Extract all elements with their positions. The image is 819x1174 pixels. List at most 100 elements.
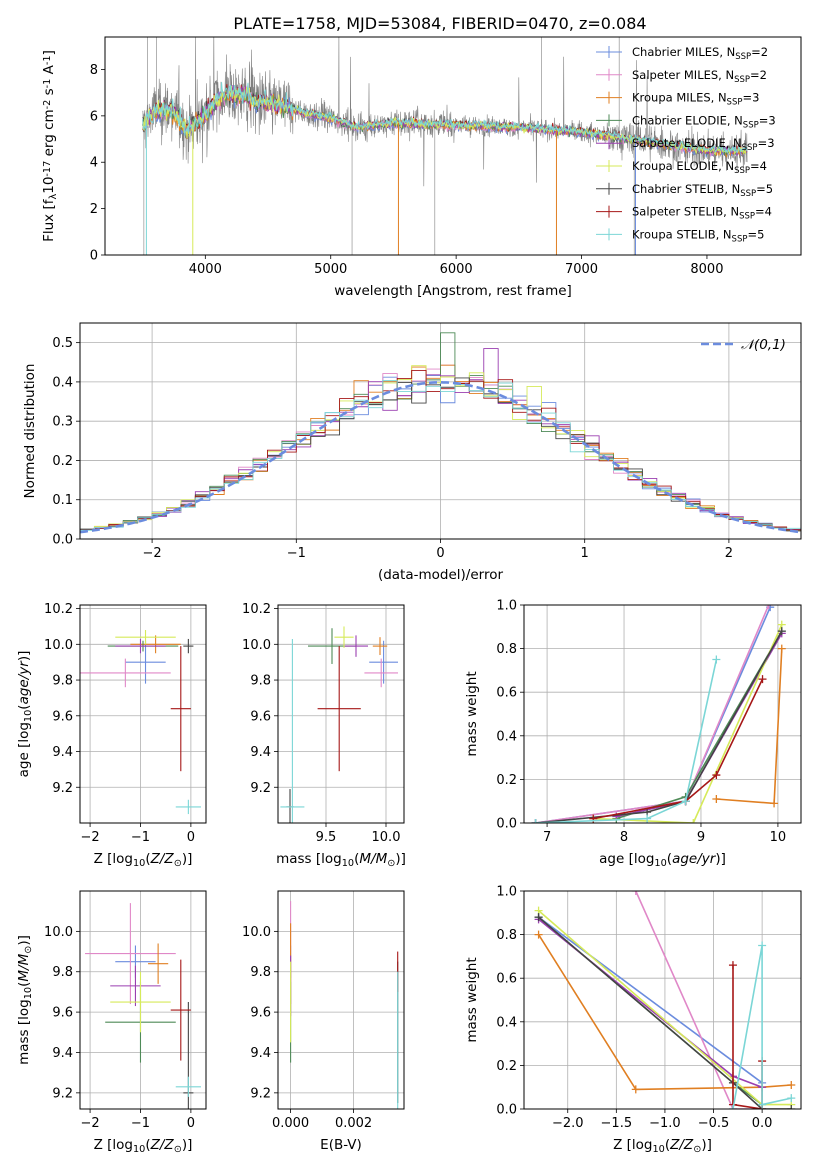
y-tick-label: 9.6 (250, 1006, 271, 1021)
y-tick-label: 9.4 (250, 1046, 271, 1061)
y-tick-label: 1.0 (496, 599, 517, 614)
plot-area (80, 630, 201, 815)
x-tick-label: 5000 (314, 262, 347, 277)
legend-entry: Salpeter ELODIE, NSSP=3 (632, 136, 775, 153)
x-tick-label: 1 (581, 546, 589, 561)
y-tick-label: 0.0 (496, 817, 517, 832)
plus-marker (531, 819, 540, 823)
y-tick-label: 9.2 (250, 1086, 271, 1101)
residual-histogram-panel: −2 −1 0 1 2 0.0 0.1 0.2 0.3 0.4 0.5 (data-model)/er… (22, 322, 802, 583)
axes-frame (104, 36, 802, 256)
plus-marker (681, 797, 690, 806)
y-axis-label: age [log10(age/yr)] (16, 651, 34, 778)
axes-frame (277, 890, 405, 1110)
x-tick-label: 8000 (690, 262, 723, 277)
grid (524, 604, 801, 824)
x-tick-label: 7000 (565, 262, 598, 277)
y-tick-label: 0.1 (52, 493, 73, 508)
x-tick-label: −2 (143, 546, 162, 561)
x-axis-label: Z [log10(Z/Z⊙)] (613, 1137, 712, 1155)
histogram-series (80, 380, 801, 539)
legend-entry: Kroupa ELODIE, NSSP=4 (632, 159, 767, 176)
y-axis-label: mass weight (464, 957, 480, 1042)
x-tick-label: −1 (287, 546, 306, 561)
x-tick-label: 0.002 (335, 1116, 372, 1131)
y-tick-label: 9.8 (52, 965, 73, 980)
x-tick-label: 7 (543, 830, 551, 845)
grid (80, 891, 206, 1109)
chart-title: PLATE=1758, MJD=53084, FIBERID=0470, z=0… (233, 14, 646, 33)
x-tick-label: −2 (80, 1116, 99, 1131)
mass-vs-ebv-panel: 0.000 0.002 9.2 9.4 9.6 9.8 10.0 E(B-V) (242, 890, 405, 1153)
plus-marker (712, 655, 721, 664)
axes-frame (523, 604, 802, 824)
y-tick-label: 9.6 (52, 709, 73, 724)
plot-area (85, 903, 201, 1109)
y-tick-label: 0.6 (496, 686, 517, 701)
x-tick-label: 4000 (189, 262, 222, 277)
mass-weight-series (593, 678, 764, 820)
x-tick-label: 2 (725, 546, 733, 561)
y-tick-label: 0.3 (52, 415, 73, 430)
x-tick-label: −0.5 (698, 1116, 730, 1131)
plus-marker (643, 814, 652, 823)
y-tick-label: 10.0 (242, 925, 271, 940)
plus-marker (712, 795, 721, 804)
plus-marker (787, 1081, 796, 1090)
x-tick-label: −1.5 (601, 1116, 633, 1131)
y-tick-label: 0.2 (52, 454, 73, 469)
legend-entry: Kroupa STELIB, NSSP=5 (632, 227, 764, 244)
y-tick-label: 9.4 (52, 745, 73, 760)
x-axis-label: age [log10(age/yr)] (599, 851, 726, 869)
y-tick-label: 9.2 (250, 781, 271, 796)
plus-marker (787, 1105, 796, 1109)
x-tick-label: −2.0 (552, 1116, 584, 1131)
x-tick-label: 9 (697, 830, 705, 845)
mass-weight-series (732, 945, 792, 1109)
y-tick-label: 0.2 (496, 773, 517, 788)
y-tick-label: 9.8 (250, 674, 271, 689)
y-tick-label: 9.2 (52, 1086, 73, 1101)
plot-area (531, 605, 786, 823)
plus-marker (534, 913, 543, 922)
plot-area (534, 891, 796, 1109)
mass-weight-series (538, 916, 763, 1084)
x-tick-label: 10.0 (372, 830, 401, 845)
y-tick-label: 0.0 (496, 1103, 517, 1118)
y-tick-label: 4 (90, 156, 98, 171)
plus-marker (712, 771, 721, 780)
y-tick-label: 9.4 (52, 1046, 73, 1061)
legend-entry: Salpeter MILES, NSSP=2 (632, 68, 767, 85)
x-axis-label: (data-model)/error (378, 567, 504, 583)
grid (278, 605, 404, 823)
legend-entry: Chabrier STELIB, NSSP=5 (632, 182, 773, 199)
grid (278, 891, 404, 1109)
plus-marker (728, 961, 737, 970)
normal-curve (80, 380, 799, 534)
x-axis-label: mass [log10(M/M⊙)] (276, 851, 406, 869)
y-axis-label: Normed distribution (22, 364, 38, 499)
spectrum-panel: 4000 5000 6000 7000 8000 0 2 4 6 8 wavelength [Ang… (41, 36, 802, 299)
x-tick-label: 0 (436, 546, 444, 561)
legend-entry: Chabrier MILES, NSSP=2 (632, 45, 768, 62)
y-tick-label: 0.5 (52, 336, 73, 351)
y-tick-label: 9.6 (52, 1006, 73, 1021)
x-tick-label: −1 (131, 830, 150, 845)
y-tick-label: 0.8 (496, 928, 517, 943)
grid (524, 890, 801, 1110)
plot-area (290, 901, 399, 1109)
grid (80, 605, 206, 823)
y-tick-label: 8 (90, 63, 98, 78)
y-tick-label: 0.6 (496, 972, 517, 987)
y-tick-label: 0.2 (496, 1059, 517, 1074)
y-tick-label: 1.0 (496, 885, 517, 900)
mass-weight-vs-metallicity-panel: −2.0 −1.5 −1.0 −0.5 0.0 0.0 0.2 0.4 0.6 0.8 1.0 Z [… (464, 885, 802, 1155)
mass-weight-series (538, 918, 763, 1088)
legend: Chabrier MILES, NSSP=2 Salpeter MILES, NS… (596, 45, 776, 244)
x-axis-label: Z [log10(Z/Z⊙)] (94, 851, 193, 869)
y-tick-label: 10.0 (242, 638, 271, 653)
axes-frame (277, 604, 405, 824)
plus-marker (758, 941, 767, 950)
plus-marker (631, 1085, 640, 1094)
histogram-series (80, 348, 801, 539)
